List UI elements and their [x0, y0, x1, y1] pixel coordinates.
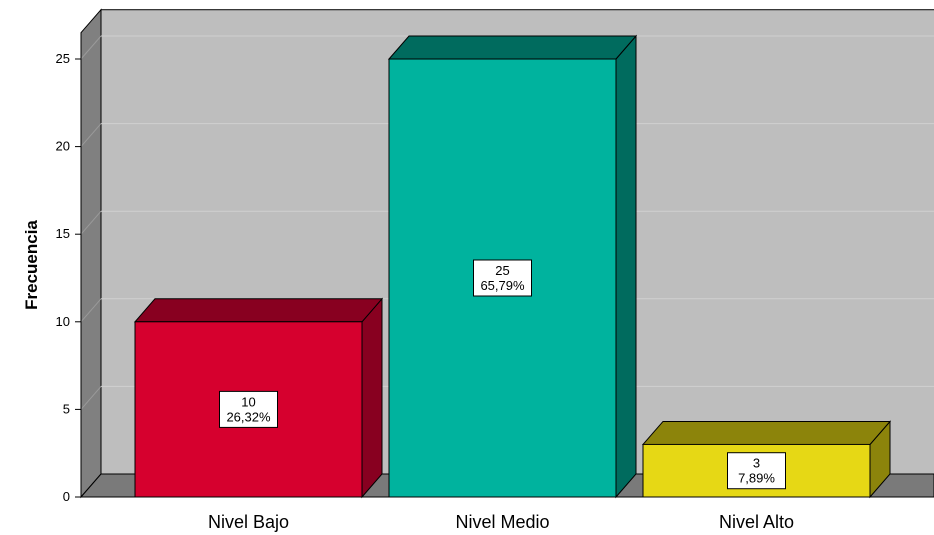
y-axis-ticks: 0 5 10 15 20 25: [56, 32, 82, 504]
y-tick-label: 20: [56, 139, 70, 154]
bar-top: [641, 420, 892, 445]
data-label-box: [727, 452, 786, 490]
y-tick-label: 15: [56, 226, 70, 241]
data-label-count: 10: [241, 394, 255, 409]
y-axis-label: Frecuencia: [22, 220, 41, 310]
x-category-label: Nivel Medio: [455, 512, 549, 532]
gridline-side: [80, 123, 102, 147]
x-axis-categories: Nivel Bajo Nivel Medio Nivel Alto: [208, 512, 794, 532]
side-wall: [80, 8, 102, 499]
bar-side: [615, 34, 637, 499]
gridline-side: [80, 386, 102, 410]
bar-top: [133, 298, 384, 323]
y-tick-label: 0: [63, 489, 70, 504]
gridline-side: [80, 210, 102, 235]
bar-side: [361, 297, 383, 499]
data-label-percent: 26,32%: [226, 409, 271, 424]
x-category-label: Nivel Alto: [719, 512, 794, 532]
data-label-box: [473, 259, 532, 297]
data-label-count: 3: [753, 456, 760, 471]
y-tick-label: 5: [63, 401, 70, 416]
x-category-label: Nivel Bajo: [208, 512, 289, 532]
bar-nivel-alto: 37,89%: [641, 420, 892, 499]
bar-top: [387, 35, 638, 60]
y-tick-label: 10: [56, 314, 70, 329]
data-label-count: 25: [495, 263, 509, 278]
data-label-percent: 7,89%: [738, 471, 775, 486]
data-label-box: [219, 390, 278, 428]
data-label-percent: 65,79%: [480, 278, 525, 293]
gridline-side: [80, 35, 102, 60]
gridline-side: [80, 298, 102, 323]
y-tick-label: 25: [56, 51, 70, 66]
